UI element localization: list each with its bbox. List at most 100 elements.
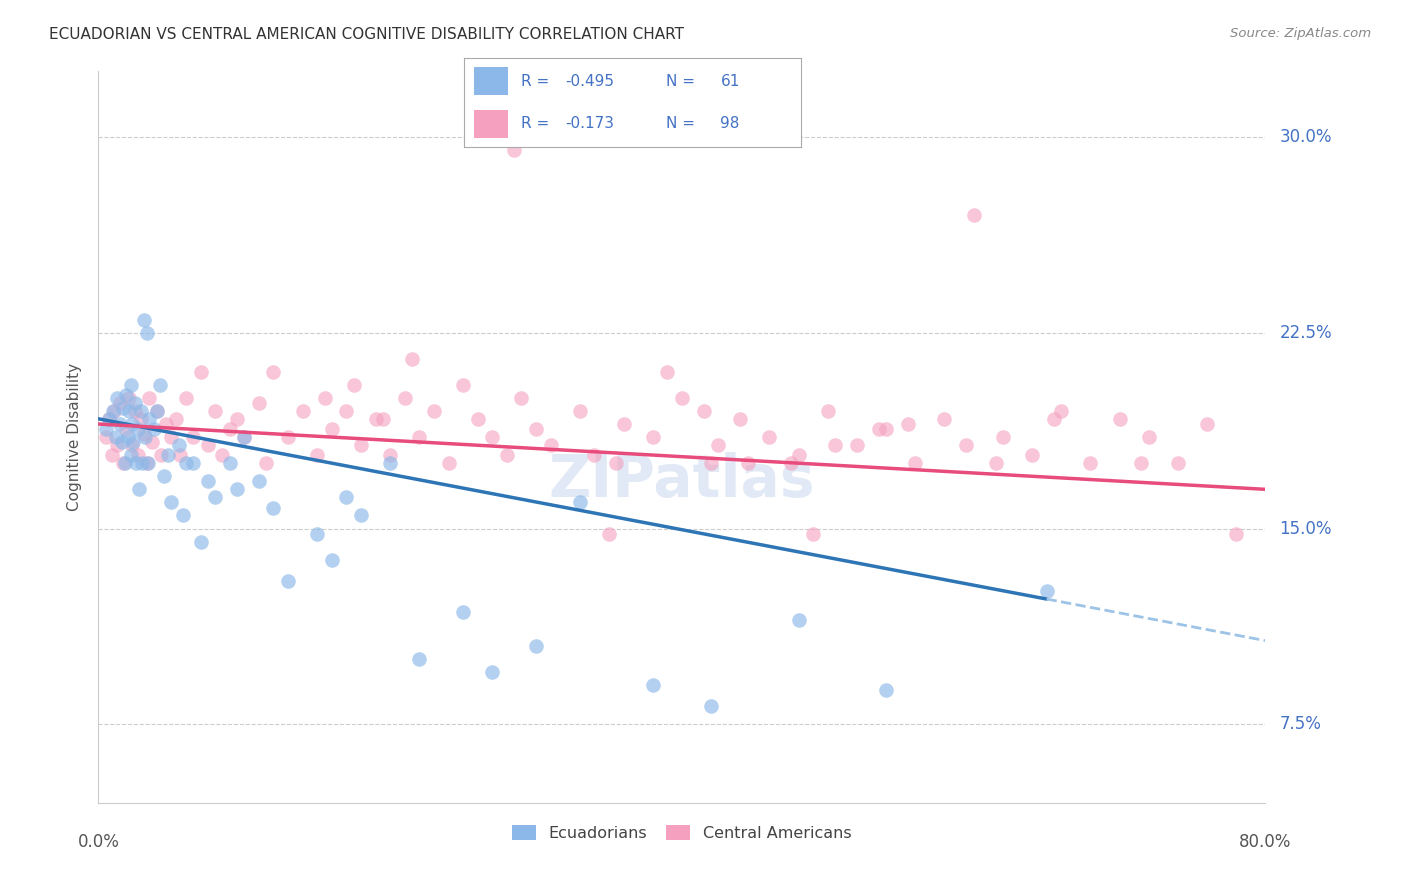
Point (157, 449, 180, 463)
Point (114, 456, 136, 470)
Point (394, 391, 416, 405)
Point (291, 404, 314, 418)
Point (141, 435, 163, 450)
Point (124, 404, 146, 418)
Text: N =: N = (666, 74, 700, 88)
Point (467, 412, 489, 426)
Point (101, 404, 124, 418)
Point (174, 456, 197, 470)
Point (423, 404, 446, 418)
Point (1050, 404, 1073, 418)
Point (503, 143, 526, 157)
Point (962, 208, 984, 222)
Point (146, 404, 169, 418)
Point (127, 449, 149, 463)
Point (568, 404, 591, 418)
Text: 15.0%: 15.0% (1279, 519, 1331, 538)
Point (127, 422, 149, 436)
Point (104, 430, 127, 444)
Point (247, 396, 270, 410)
Point (233, 430, 256, 444)
Point (671, 391, 693, 405)
Point (1043, 412, 1066, 426)
Point (100, 449, 122, 463)
Text: R =: R = (522, 74, 554, 88)
Point (233, 430, 256, 444)
Point (693, 404, 716, 418)
Point (350, 438, 373, 452)
Point (991, 430, 1014, 444)
Point (128, 483, 150, 497)
Point (408, 430, 430, 444)
Point (321, 422, 343, 436)
Point (824, 438, 846, 452)
Point (136, 456, 159, 470)
Text: 80.0%: 80.0% (1239, 833, 1292, 851)
Point (129, 412, 152, 426)
Point (94, 430, 117, 444)
Text: 0.0%: 0.0% (77, 833, 120, 851)
Point (641, 678, 664, 692)
Point (787, 449, 810, 463)
Point (118, 404, 141, 418)
Point (846, 438, 869, 452)
Point (204, 404, 226, 418)
Point (135, 456, 157, 470)
Point (121, 438, 143, 452)
FancyBboxPatch shape (474, 110, 508, 138)
Point (153, 469, 176, 483)
Point (451, 605, 474, 619)
Point (1108, 412, 1130, 426)
Point (904, 456, 927, 470)
Point (758, 430, 780, 444)
Point (160, 430, 183, 444)
Point (125, 456, 148, 470)
Text: 61: 61 (720, 74, 740, 88)
Point (120, 377, 142, 392)
Point (496, 449, 519, 463)
Point (568, 495, 591, 509)
Point (1167, 456, 1189, 470)
Point (481, 665, 503, 680)
Point (481, 430, 503, 444)
Point (1021, 449, 1043, 463)
Text: 98: 98 (720, 117, 740, 131)
Point (110, 396, 132, 410)
Point (307, 449, 329, 463)
Text: Source: ZipAtlas.com: Source: ZipAtlas.com (1230, 27, 1371, 40)
Point (115, 422, 138, 436)
Point (247, 475, 270, 489)
FancyBboxPatch shape (474, 67, 508, 95)
Point (226, 412, 249, 426)
Point (875, 683, 897, 698)
Point (612, 417, 634, 431)
Point (984, 456, 1007, 470)
Point (510, 391, 533, 405)
Point (801, 526, 824, 541)
Point (105, 438, 128, 452)
Point (111, 435, 134, 450)
Point (117, 430, 139, 444)
Point (149, 377, 172, 392)
Point (103, 404, 125, 418)
Point (437, 456, 460, 470)
Point (118, 391, 141, 405)
Point (737, 456, 759, 470)
Point (97, 412, 120, 426)
Point (112, 401, 135, 416)
Point (142, 422, 165, 436)
Point (254, 456, 277, 470)
Text: N =: N = (666, 117, 700, 131)
Point (97, 412, 120, 426)
Point (204, 490, 226, 504)
Point (172, 508, 194, 523)
Point (1195, 417, 1218, 431)
Point (167, 438, 190, 452)
Point (350, 508, 373, 523)
Point (169, 449, 191, 463)
Point (700, 456, 723, 470)
Point (780, 456, 803, 470)
Text: -0.173: -0.173 (565, 117, 614, 131)
Point (262, 365, 284, 379)
Point (190, 534, 212, 549)
